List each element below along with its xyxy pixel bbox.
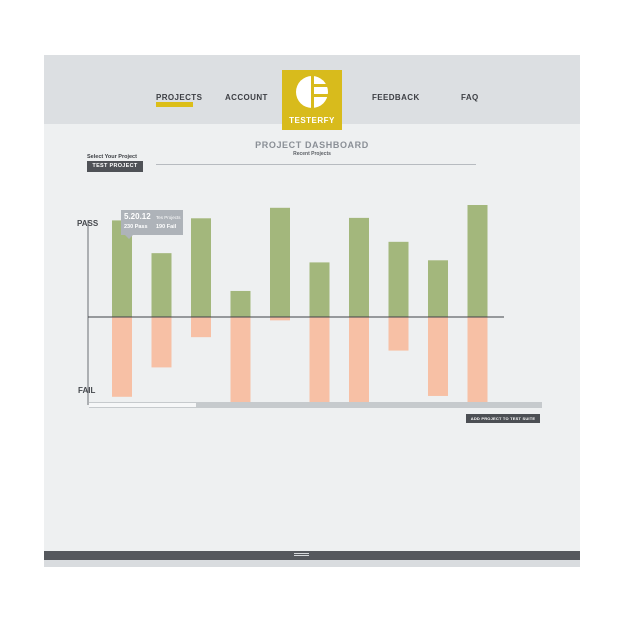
fail-bar-1[interactable] xyxy=(112,317,132,397)
divider xyxy=(156,164,476,165)
drag-handle-icon[interactable] xyxy=(294,553,309,558)
fail-bar-2[interactable] xyxy=(151,317,172,368)
pass-bar-2[interactable] xyxy=(151,253,172,317)
scrollbar-thumb[interactable] xyxy=(89,403,196,407)
pass-fail-chart xyxy=(87,205,504,405)
footer-strip xyxy=(44,560,580,567)
footer-bar xyxy=(44,551,580,560)
tooltip-pass: 230 Pass xyxy=(124,224,148,230)
logo-mark-icon xyxy=(296,76,328,108)
brand-name: TESTERFY xyxy=(289,116,335,125)
fail-bar-7[interactable] xyxy=(349,317,369,405)
pass-bar-7[interactable] xyxy=(349,217,369,317)
fail-bar-3[interactable] xyxy=(191,317,211,338)
tooltip-pointer xyxy=(125,235,133,239)
page-title: PROJECT DASHBOARD xyxy=(255,140,369,150)
brand-logo[interactable]: TESTERFY xyxy=(282,70,342,130)
add-project-button[interactable]: ADD PROJECT TO TEST SUITE xyxy=(466,414,540,423)
chart-tooltip: 5.20.12 Tes Projects 230 Pass 190 Fail xyxy=(121,210,183,235)
nav-active-indicator xyxy=(156,102,193,107)
pass-bar-3[interactable] xyxy=(191,218,211,317)
page-subtitle: Recent Projects xyxy=(293,151,331,157)
fail-bar-5[interactable] xyxy=(270,317,290,321)
project-select[interactable]: TEST PROJECT xyxy=(87,161,143,172)
pass-bar-10[interactable] xyxy=(467,205,488,317)
chart-scrollbar[interactable] xyxy=(89,402,542,408)
fail-axis-label: FAIL xyxy=(78,386,96,395)
top-nav: PROJECTS ACCOUNT TESTERFY FEEDBACK FAQ xyxy=(44,55,580,130)
fail-bar-9[interactable] xyxy=(428,317,448,396)
project-select-label: Select Your Project xyxy=(87,154,137,160)
fail-bar-4[interactable] xyxy=(230,317,251,405)
tooltip-date: 5.20.12 xyxy=(124,212,151,221)
nav-faq[interactable]: FAQ xyxy=(461,93,479,102)
pass-bar-9[interactable] xyxy=(428,260,448,317)
nav-projects[interactable]: PROJECTS xyxy=(156,93,203,102)
tooltip-project: Tes Projects xyxy=(156,215,181,220)
fail-bar-10[interactable] xyxy=(467,317,488,405)
nav-feedback[interactable]: FEEDBACK xyxy=(372,93,420,102)
pass-bar-8[interactable] xyxy=(388,241,409,317)
nav-account[interactable]: ACCOUNT xyxy=(225,93,268,102)
fail-bar-6[interactable] xyxy=(309,317,330,405)
app-frame: PROJECTS ACCOUNT TESTERFY FEEDBACK FAQ P… xyxy=(44,55,580,567)
fail-bar-8[interactable] xyxy=(388,317,409,351)
tooltip-fail: 190 Fail xyxy=(156,224,177,230)
pass-bar-4[interactable] xyxy=(230,290,251,317)
pass-bar-5[interactable] xyxy=(270,207,290,317)
pass-bar-6[interactable] xyxy=(309,262,330,317)
pass-bar-1[interactable] xyxy=(112,220,132,317)
